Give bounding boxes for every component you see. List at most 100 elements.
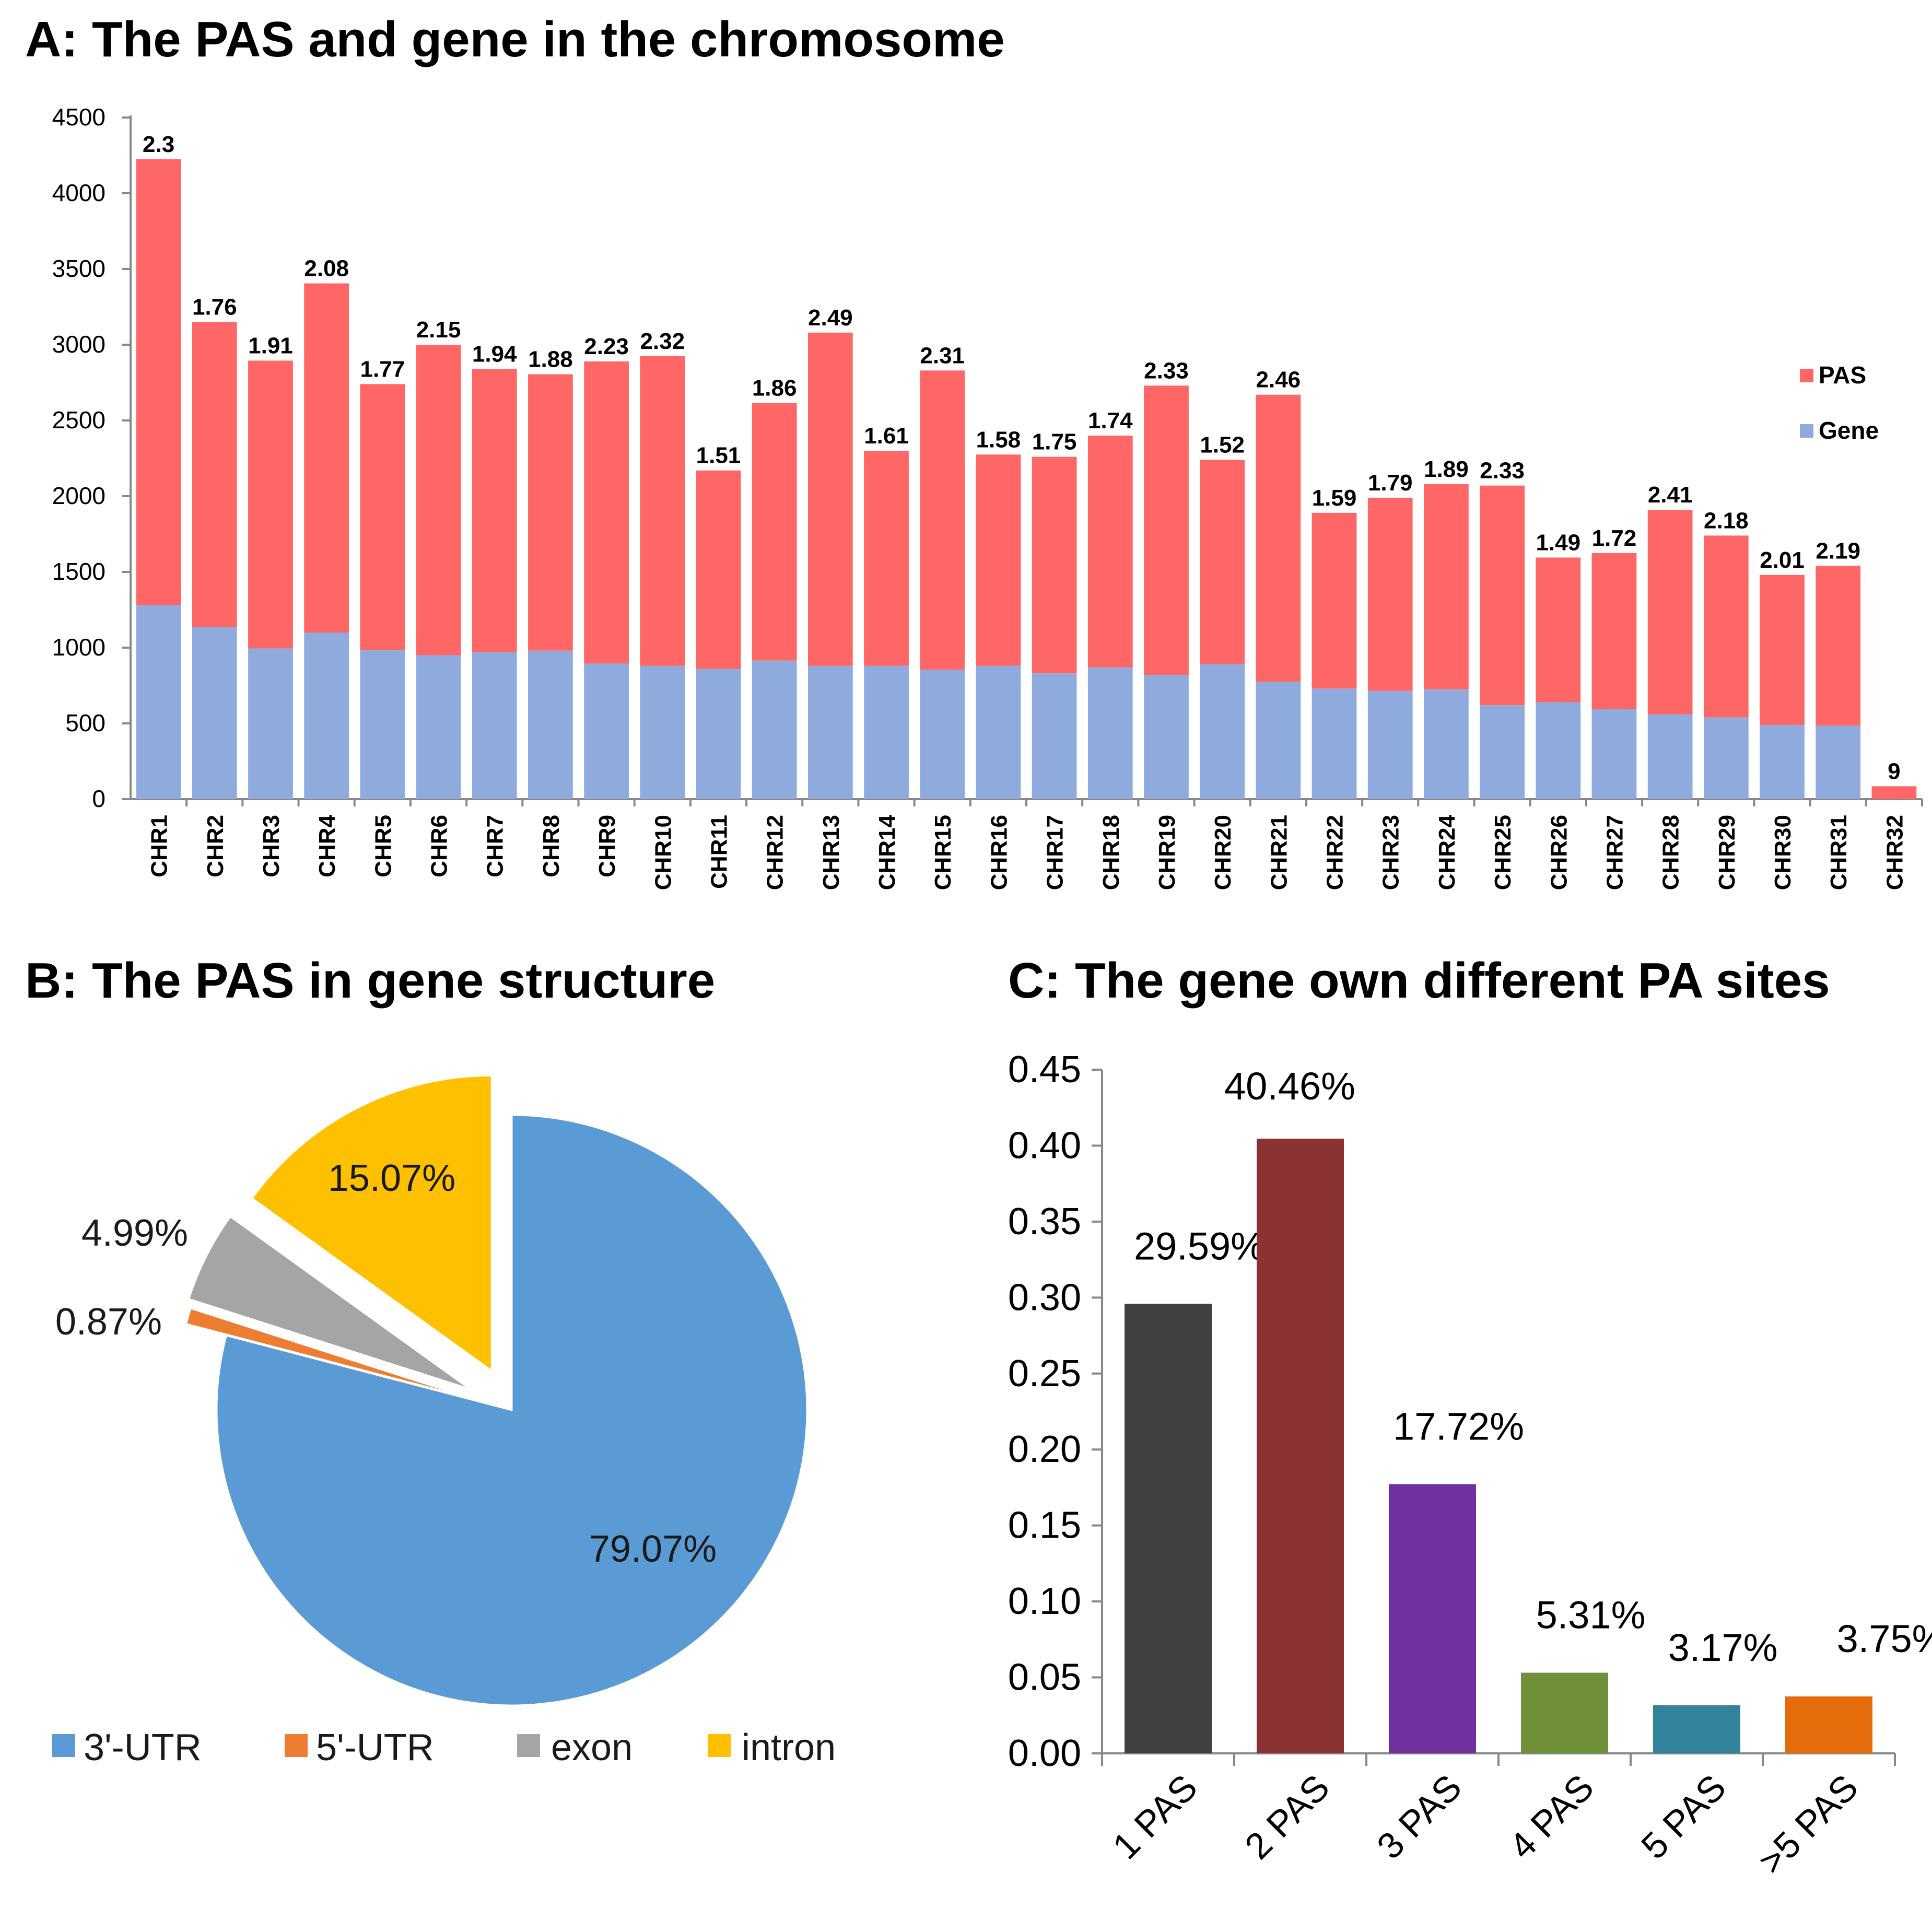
b-pie-data-label: 79.07% [589,1528,717,1570]
legend-exon-label: exon [551,1727,633,1769]
a-x-tick-label: CHR13 [818,815,844,890]
a-data-label: 1.52 [1200,432,1245,458]
a-y-tick-label: 1500 [52,558,106,585]
a-bar-pas [360,384,405,650]
c-bar [1521,1672,1608,1753]
a-bar-gene [807,665,853,799]
a-y-tick-label: 4500 [52,103,106,131]
a-data-label: 1.91 [248,333,293,358]
a-bar-pas [1480,485,1525,706]
a-bar-pas [528,374,573,651]
legend-5utr-label: 5'-UTR [316,1727,434,1769]
a-x-tick-label: CHR9 [594,815,620,877]
a-data-label: 9 [1888,758,1900,784]
a-bar-pas [472,369,517,652]
c-x-tick-label: 3 PAS [1369,1766,1469,1867]
a-bar-pas [696,470,741,669]
a-x-tick-label: CHR25 [1490,815,1516,890]
a-bar-gene [1367,690,1413,799]
a-bar-gene [1816,725,1861,799]
c-data-label: 40.46% [1224,1064,1355,1108]
a-x-tick-label: CHR16 [986,815,1012,890]
a-x-tick-label: CHR14 [874,814,900,890]
a-bar-gene [1087,667,1133,799]
a-x-tick-label: CHR2 [203,815,228,877]
a-x-tick-label: CHR22 [1322,815,1348,890]
a-bar-pas [304,283,349,633]
b-pie-slice [188,1215,471,1390]
c-bar [1257,1139,1344,1753]
a-bar-pas [1760,575,1805,725]
a-bar-gene [640,665,685,799]
a-data-label: 2.23 [584,334,629,359]
legend-pas-swatch [1800,369,1813,382]
a-data-label: 1.94 [472,341,517,367]
a-y-tick-label: 4000 [52,179,106,206]
a-bar-gene [1591,709,1637,799]
a-data-label: 1.76 [192,295,237,320]
a-x-tick-label: CHR20 [1210,815,1236,890]
a-x-tick-label: CHR6 [427,815,452,877]
a-data-label: 1.79 [1368,470,1413,496]
a-x-tick-label: CHR26 [1546,815,1572,890]
a-bar-gene [976,665,1021,799]
a-x-tick-label: CHR4 [314,814,340,877]
a-data-label: 2.31 [920,343,965,368]
c-y-tick-label: 0.35 [1008,1201,1081,1243]
a-bar-pas [807,332,853,666]
c-x-tick-label: 5 PAS [1633,1766,1734,1867]
a-bar-pas [920,370,965,670]
a-x-tick-label: CHR28 [1658,815,1684,890]
a-x-tick-label: CHR7 [483,815,508,877]
a-bar-pas [1424,484,1469,689]
a-data-label: 1.61 [864,423,909,449]
a-bar-pas [584,361,629,664]
a-data-label: 1.88 [528,347,573,372]
a-data-label: 1.49 [1536,530,1580,555]
a-x-tick-label: CHR19 [1154,815,1180,890]
a-bar-pas [1703,535,1749,718]
a-data-label: 2.32 [640,329,685,354]
a-bar-pas [192,322,237,627]
a-data-label: 1.58 [976,427,1021,452]
a-x-tick-label: CHR11 [706,815,732,889]
a-bar-pas [752,403,797,661]
a-bar-pas [1032,456,1077,674]
c-y-tick-label: 0.45 [1008,1049,1081,1091]
a-data-label: 2.41 [1648,482,1693,508]
a-bar-gene [304,633,349,799]
a-data-label: 1.86 [752,376,797,401]
c-y-tick-label: 0.15 [1008,1505,1081,1547]
a-data-label: 2.08 [304,256,349,282]
c-y-tick-label: 0.20 [1008,1428,1081,1470]
c-x-tick-label: >5 PAS [1750,1766,1866,1882]
panel-c-x-labels: 1 PAS 2 PAS 3 PAS 4 PAS 5 PAS >5 PAS [1105,1766,1866,1882]
panel-a-bars: 2.3 1.76 1.91 2.08 1.77 2.15 1.94 1.88 2.23 2.32 1… [136,132,1917,799]
a-data-label: 2.18 [1704,508,1749,533]
a-x-tick-label: CHR15 [930,815,956,890]
a-bar-gene [192,627,237,799]
a-bar-pas [1871,786,1917,799]
a-y-tick-label: 2000 [52,482,106,509]
a-bar-pas [1087,436,1133,668]
c-bar [1389,1484,1476,1753]
b-pie-slice [185,1307,472,1400]
a-x-tick-label: CHR23 [1378,815,1404,890]
a-y-tick-label: 500 [65,709,106,736]
a-bar-gene [1144,675,1189,799]
panel-c-axes: 0.00 0.05 0.10 0.15 0.20 0.25 0.30 0.35 0.40 0.45 [1008,1049,1896,1774]
a-data-label: 1.75 [1032,429,1077,455]
a-bar-gene [584,663,629,799]
a-bar-gene [864,665,909,799]
legend-exon-swatch [517,1734,540,1757]
a-bar-pas [1200,460,1245,664]
a-x-tick-label: CHR24 [1434,814,1460,890]
c-bar [1785,1696,1872,1753]
a-x-tick-label: CHR10 [650,815,676,890]
a-bar-gene [360,650,405,799]
a-data-label: 2.46 [1256,367,1301,393]
a-x-tick-label: CHR12 [763,815,788,890]
a-bar-gene [696,669,741,799]
c-x-tick-label: 1 PAS [1105,1766,1205,1867]
